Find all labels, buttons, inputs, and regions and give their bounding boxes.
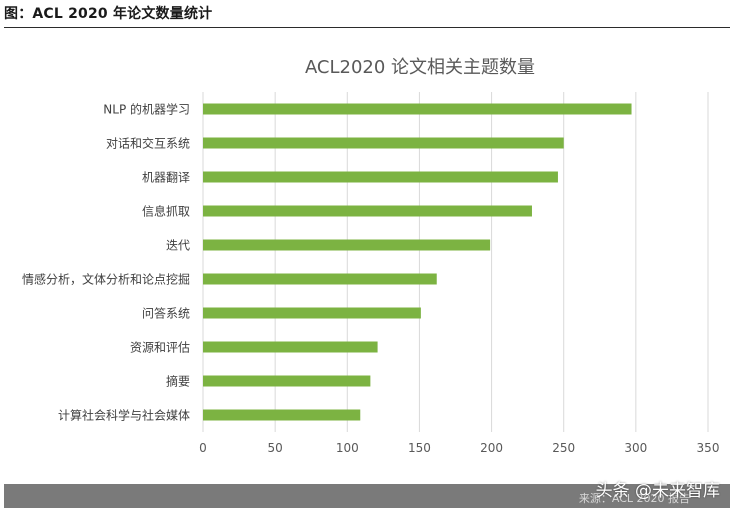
chart-title: ACL2020 论文相关主题数量 bbox=[305, 57, 535, 78]
caption-divider bbox=[4, 27, 730, 28]
x-tick-label: 350 bbox=[697, 441, 720, 455]
bar-3 bbox=[203, 205, 532, 217]
category-label: NLP 的机器学习 bbox=[103, 102, 190, 117]
category-label: 迭代 bbox=[166, 239, 190, 253]
figure-caption: 图：ACL 2020 年论文数量统计 bbox=[4, 6, 213, 22]
x-tick-label: 200 bbox=[480, 441, 503, 455]
bar-8 bbox=[203, 375, 371, 387]
bar-0 bbox=[203, 103, 632, 115]
x-tick-label: 100 bbox=[336, 441, 359, 455]
x-tick-label: 300 bbox=[624, 441, 647, 455]
bars bbox=[203, 103, 632, 421]
x-tick-label: 50 bbox=[268, 441, 283, 455]
category-label: 信息抓取 bbox=[142, 204, 190, 219]
bar-7 bbox=[203, 341, 378, 353]
category-labels: NLP 的机器学习对话和交互系统机器翻译信息抓取迭代情感分析，文体分析和论点挖掘… bbox=[22, 102, 190, 423]
source-note: 来源：ACL 2020 报告 bbox=[578, 492, 690, 505]
bar-2 bbox=[203, 171, 558, 183]
bar-4 bbox=[203, 239, 491, 251]
watermark: 头条 @未来智库 bbox=[595, 481, 720, 501]
bar-5 bbox=[203, 273, 437, 285]
category-label: 摘要 bbox=[166, 374, 190, 389]
category-label: 问答系统 bbox=[142, 306, 190, 321]
category-label: 对话和交互系统 bbox=[106, 136, 190, 151]
category-label: 情感分析，文体分析和论点挖掘 bbox=[22, 272, 190, 287]
category-label: 计算社会科学与社会媒体 bbox=[58, 408, 190, 423]
category-label: 资源和评估 bbox=[130, 341, 190, 355]
bar-chart: ACL2020 论文相关主题数量 NLP 的机器学习对话和交互系统机器翻译信息抓… bbox=[22, 57, 719, 455]
bar-9 bbox=[203, 409, 361, 421]
x-tick-label: 0 bbox=[199, 441, 207, 455]
x-tick-labels: 0 50 100 150 200 250 300 350 bbox=[199, 441, 719, 455]
bar-1 bbox=[203, 137, 564, 149]
x-tick-label: 250 bbox=[552, 441, 575, 455]
gridlines bbox=[202, 92, 709, 432]
category-label: 机器翻译 bbox=[142, 171, 190, 185]
footer-bar bbox=[4, 484, 730, 508]
x-tick-label: 150 bbox=[408, 441, 431, 455]
bar-6 bbox=[203, 307, 421, 319]
